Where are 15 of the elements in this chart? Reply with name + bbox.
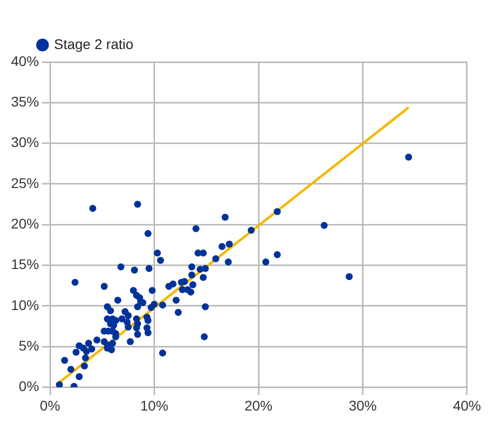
y-tick-label: 35%: [10, 94, 40, 110]
y-tick-label: 15%: [10, 256, 40, 272]
y-tick-label: 0%: [18, 378, 40, 394]
y-tick-label: 40%: [10, 52, 40, 69]
x-tick-label: 30%: [348, 397, 377, 414]
y-tick-label: 5%: [18, 337, 40, 354]
y-tick-label: 20%: [10, 215, 40, 232]
legend-label: Stage 2 ratio: [54, 36, 134, 52]
y-tick-label: 25%: [10, 174, 40, 191]
x-tick-label: 40%: [452, 397, 482, 414]
x-tick-label: 0%: [40, 397, 60, 414]
y-tick-label: 10%: [10, 296, 40, 313]
x-tick-label: 20%: [244, 397, 273, 414]
x-tick-label: 10%: [140, 397, 168, 414]
y-tick-label: 30%: [10, 134, 40, 150]
